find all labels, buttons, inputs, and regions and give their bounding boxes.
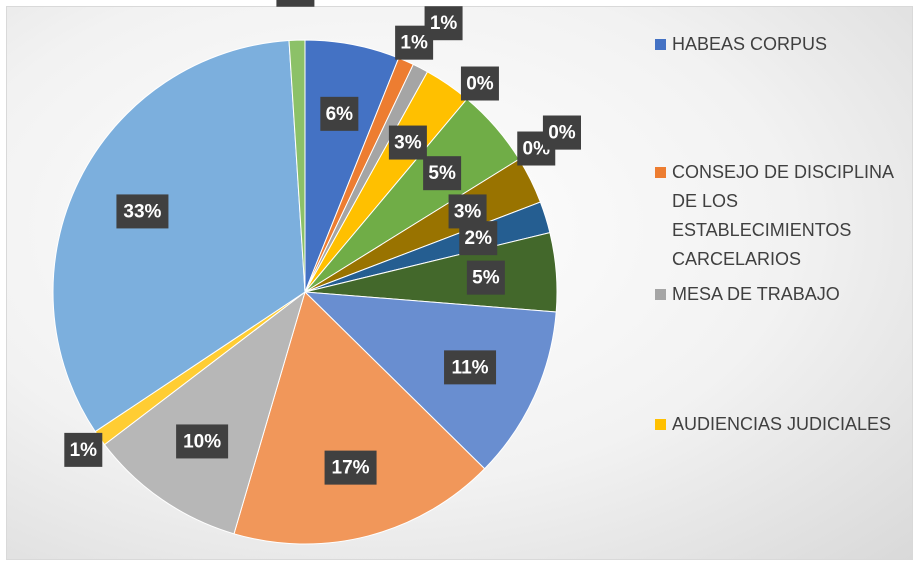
data-label: 2%	[459, 221, 498, 256]
data-label: 1%	[395, 25, 434, 60]
data-label-box	[444, 350, 497, 385]
data-label: 17%	[324, 450, 377, 485]
data-label-box	[542, 115, 581, 150]
pie-slice	[52, 39, 306, 433]
data-label: 0%	[460, 66, 499, 101]
pie-slice	[288, 39, 306, 293]
legend-item: HABEAS CORPUS	[655, 30, 827, 59]
pie-slice	[303, 291, 557, 470]
data-label-box	[276, 0, 315, 7]
data-label-text: 5%	[428, 163, 456, 184]
legend-swatch	[655, 167, 666, 178]
legend-label: CONSEJO DE DISCIPLINA DE LOS ESTABLECIMI…	[672, 162, 894, 269]
data-label: 3%	[388, 125, 427, 160]
data-label: 1%	[276, 0, 315, 7]
data-label-text: 6%	[326, 104, 354, 125]
pie-slice	[233, 291, 486, 545]
data-label-box	[176, 424, 229, 459]
data-label-text: 2%	[465, 228, 493, 249]
legend-label: AUDIENCIAS JUDICIALES	[672, 414, 892, 434]
data-label-text: 1%	[282, 0, 310, 1]
data-label-text: 3%	[394, 133, 422, 154]
data-label-box	[64, 432, 103, 467]
data-label-text: 10%	[183, 431, 221, 452]
data-label: 0%	[542, 115, 581, 150]
data-label-text: 33%	[123, 201, 161, 222]
data-label-text: 0%	[466, 74, 494, 95]
legend-swatch	[655, 289, 666, 300]
data-label-text: 0%	[548, 123, 576, 144]
legend-item: CONSEJO DE DISCIPLINA DE LOS ESTABLECIMI…	[655, 158, 910, 274]
data-label-box	[116, 194, 169, 229]
legend-label: MESA DE TRABAJO	[672, 284, 840, 304]
data-label: 6%	[320, 96, 359, 131]
data-label-text: 3%	[454, 201, 482, 222]
data-label-box	[466, 260, 505, 295]
data-label-text: 5%	[472, 268, 500, 289]
legend-item: AUDIENCIAS JUDICIALES	[655, 410, 891, 439]
data-label: 1%	[64, 432, 103, 467]
data-label-text: 1%	[400, 33, 428, 54]
legend-swatch	[655, 419, 666, 430]
pie-slice	[103, 290, 306, 535]
data-label-box	[460, 66, 499, 101]
data-label-box	[423, 156, 462, 191]
legend-label: HABEAS CORPUS	[672, 34, 828, 54]
data-label-box	[424, 6, 463, 41]
data-label: 1%	[424, 6, 463, 41]
data-label: 5%	[466, 260, 505, 295]
data-label-box	[388, 125, 427, 160]
data-label-text: 1%	[70, 440, 98, 461]
legend-item: MESA DE TRABAJO	[655, 280, 840, 309]
data-label: 33%	[116, 194, 169, 229]
data-label: 10%	[176, 424, 229, 459]
data-label-text: 1%	[430, 13, 458, 34]
data-label-box	[324, 450, 377, 485]
data-label-box	[459, 221, 498, 256]
data-label-text: 11%	[452, 357, 489, 378]
data-label: 11%	[444, 350, 497, 385]
data-label: 5%	[423, 156, 462, 191]
data-label-box	[320, 96, 359, 131]
data-label: 3%	[448, 194, 487, 229]
legend-swatch	[655, 39, 666, 50]
data-label-text: 17%	[332, 458, 370, 479]
